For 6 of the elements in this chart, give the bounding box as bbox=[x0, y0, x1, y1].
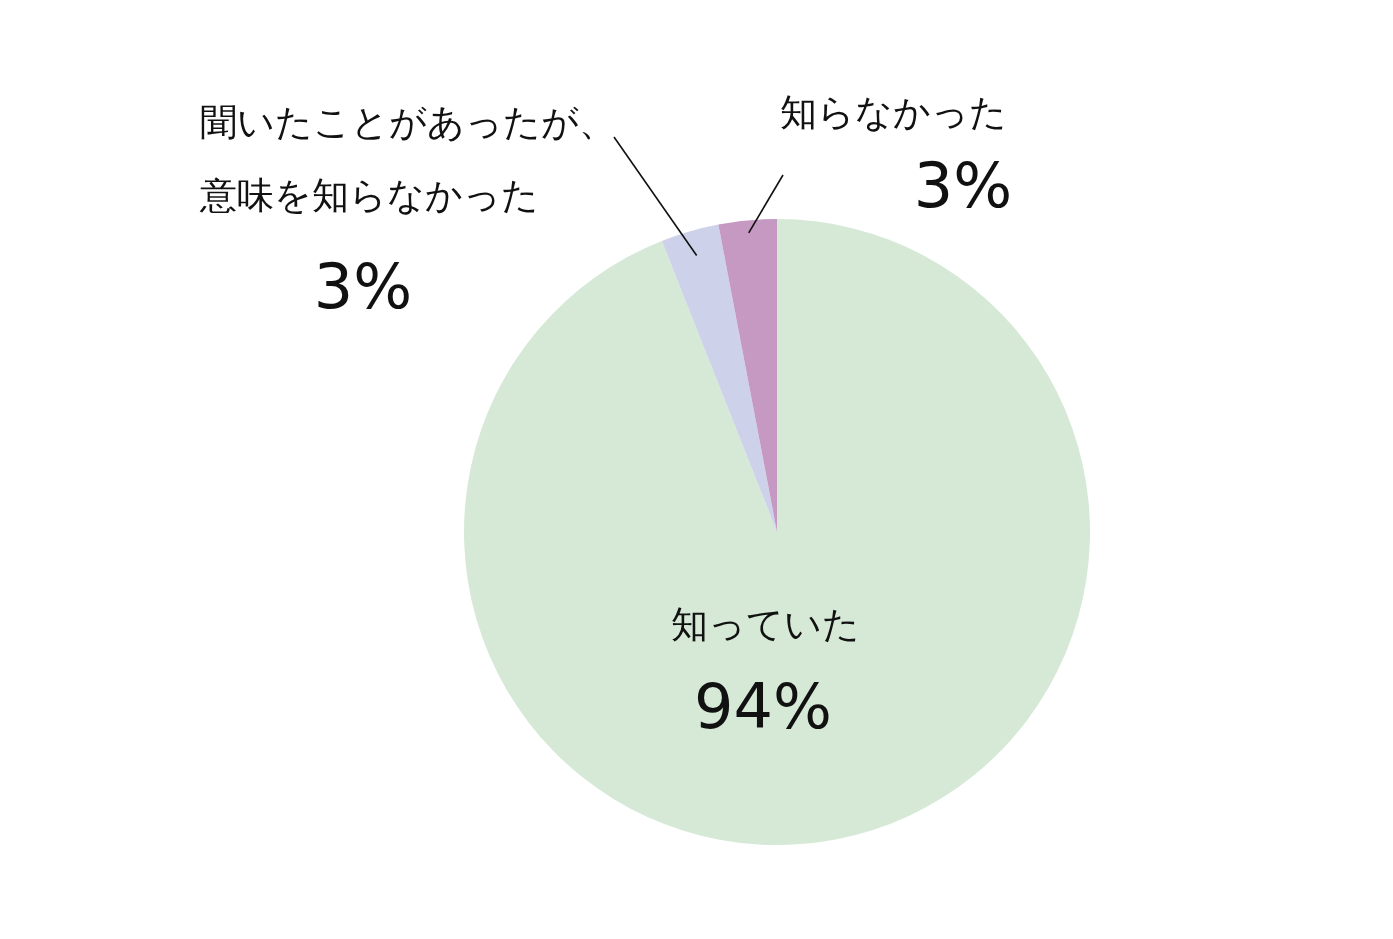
slice-label: 聞いたことがあったが、意味を知らなかった bbox=[199, 101, 616, 217]
data-label: 3% bbox=[913, 149, 1013, 222]
data-label: 3% bbox=[313, 250, 413, 323]
slice-label: 知っていた bbox=[670, 603, 860, 646]
data-label: 94% bbox=[694, 670, 832, 743]
slice-label: 知らなかった bbox=[779, 91, 1007, 134]
